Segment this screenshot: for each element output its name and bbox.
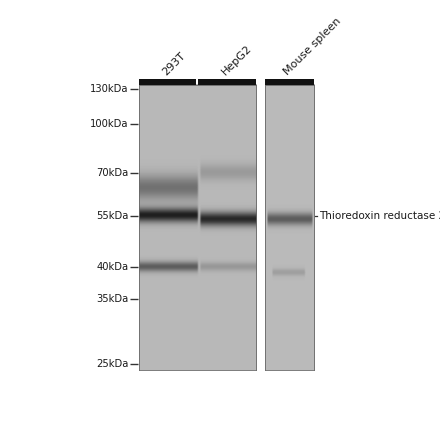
Text: HepG2: HepG2 xyxy=(220,43,254,77)
Bar xyxy=(265,79,314,85)
Text: Thioredoxin reductase 2 (TXNRD2 ): Thioredoxin reductase 2 (TXNRD2 ) xyxy=(319,211,440,221)
Text: 130kDa: 130kDa xyxy=(90,84,128,93)
Text: 25kDa: 25kDa xyxy=(96,359,128,369)
Text: 100kDa: 100kDa xyxy=(90,119,128,129)
Bar xyxy=(139,79,197,85)
Text: Mouse spleen: Mouse spleen xyxy=(282,16,344,77)
Bar xyxy=(198,79,256,85)
Text: 40kDa: 40kDa xyxy=(96,262,128,272)
Text: 35kDa: 35kDa xyxy=(96,294,128,304)
Text: 293T: 293T xyxy=(161,51,187,77)
Text: 70kDa: 70kDa xyxy=(96,168,128,179)
Text: 55kDa: 55kDa xyxy=(96,211,128,221)
